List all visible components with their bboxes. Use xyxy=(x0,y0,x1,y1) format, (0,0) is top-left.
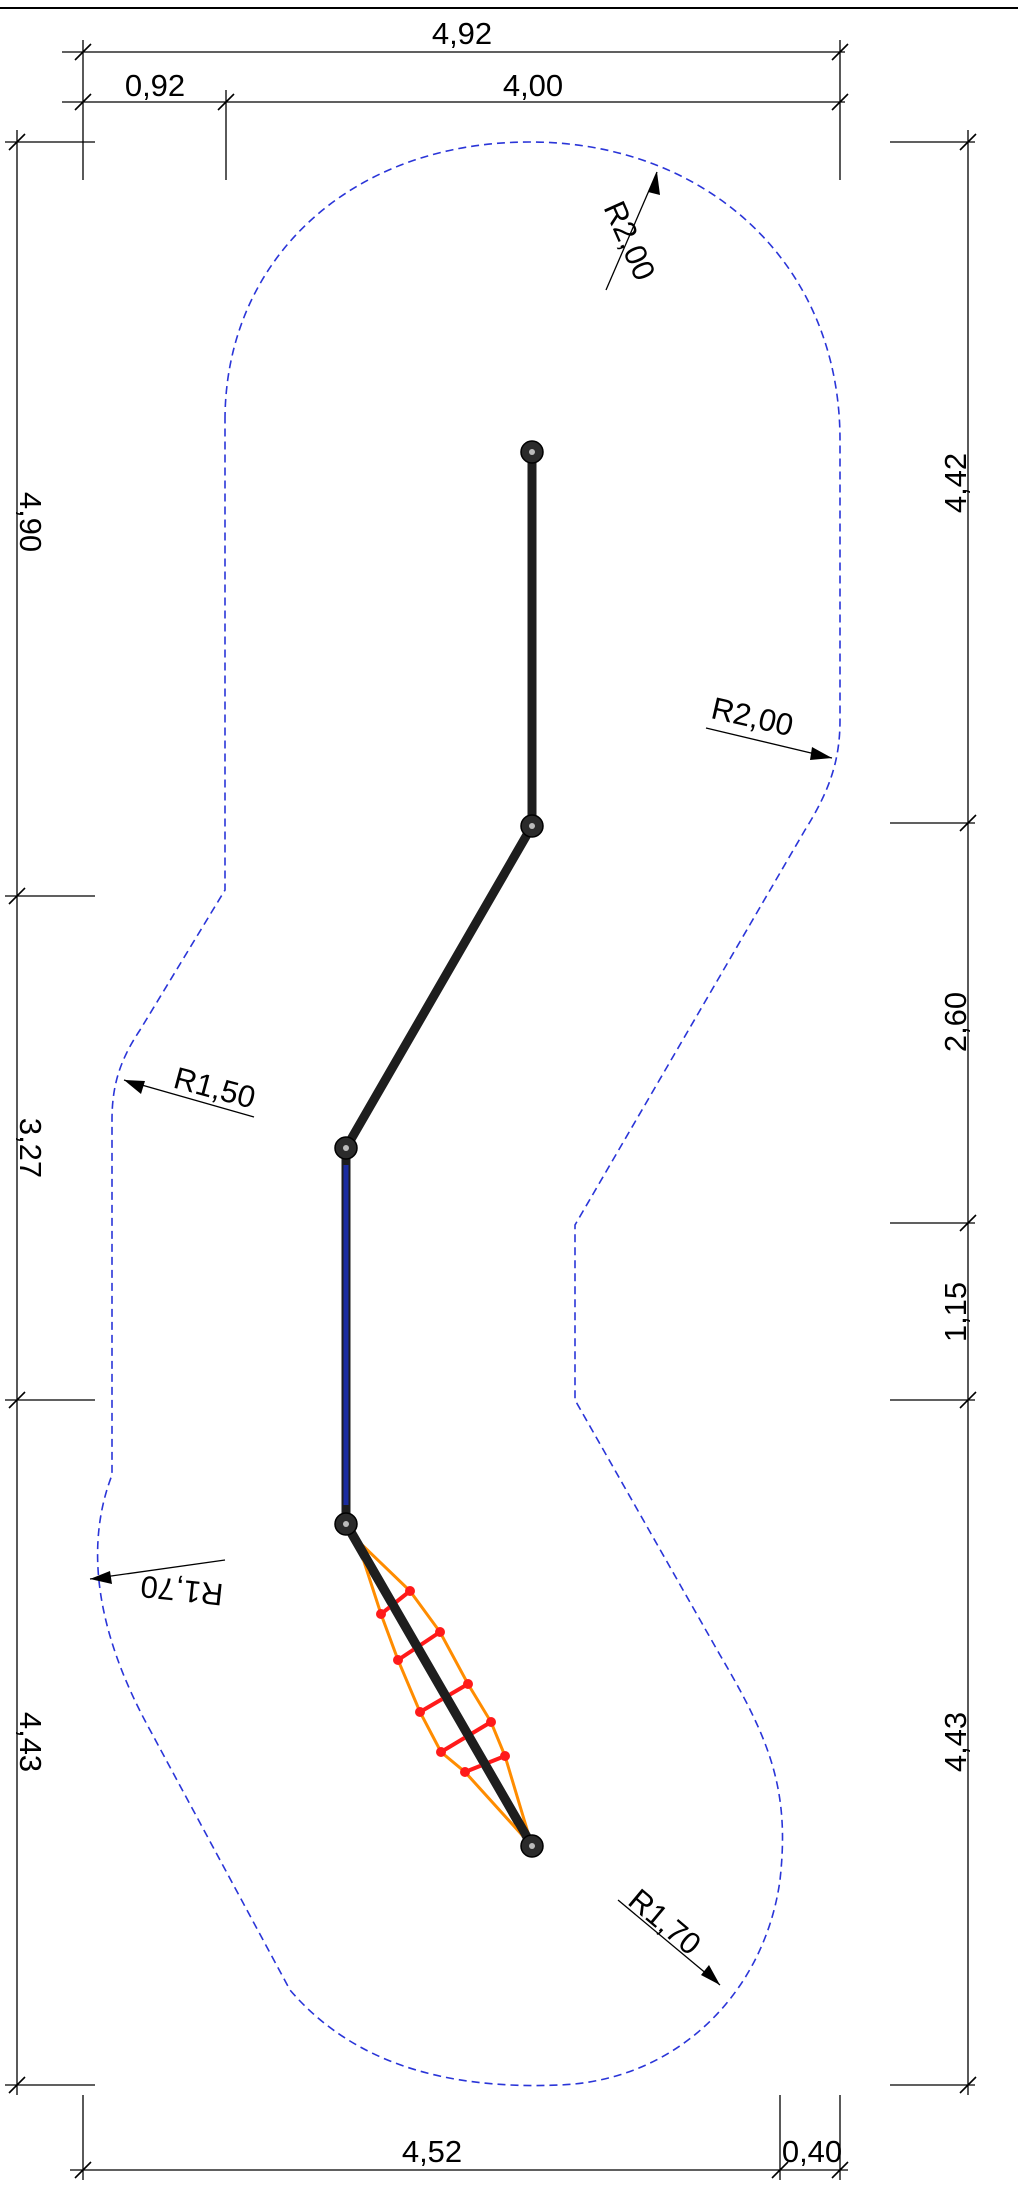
dim-top-total-label: 4,92 xyxy=(432,16,492,51)
dim-left-middle-label: 3,27 xyxy=(13,1118,48,1178)
radius-bottom-right-label: R1,70 xyxy=(622,1882,708,1962)
dim-top-left-label: 0,92 xyxy=(125,68,185,103)
radius-left-middle-label: R1,50 xyxy=(170,1060,259,1115)
beam-diagonal-upper xyxy=(341,821,537,1153)
radius-left-lower: R1,70 xyxy=(89,1559,226,1612)
radius-left-middle: R1,50 xyxy=(123,1060,259,1118)
dim-left-upper-label: 4,90 xyxy=(13,492,48,552)
radius-top-right-label: R2,00 xyxy=(597,196,663,286)
post-icon xyxy=(334,1512,358,1536)
dim-bottom-left-label: 4,52 xyxy=(402,2134,462,2169)
radius-top-right: R2,00 xyxy=(597,171,663,291)
post-icon xyxy=(520,440,544,464)
rope-net-icon xyxy=(355,1538,534,1848)
dim-right-middle-label: 2,60 xyxy=(938,992,973,1052)
dim-top-split: 0,92 4,00 xyxy=(62,68,849,180)
post-icon xyxy=(334,1136,358,1160)
beam-diagonal-lower-overlay xyxy=(345,1525,535,1847)
radius-bottom-right: R1,70 xyxy=(617,1882,721,1986)
dim-right-lower-label: 4,43 xyxy=(938,1712,973,1772)
dim-top-right-label: 4,00 xyxy=(503,68,563,103)
safety-zone-boundary xyxy=(96,141,841,2087)
radius-right-upper: R2,00 xyxy=(705,690,833,760)
dim-left: 4,90 3,27 4,43 xyxy=(5,130,95,2095)
dim-left-lower-label: 4,43 xyxy=(13,1712,48,1772)
dim-bottom-right-label: 0,40 xyxy=(782,2134,842,2169)
dim-right-upper-label: 4,42 xyxy=(938,453,973,513)
radius-right-upper-label: R2,00 xyxy=(708,690,796,743)
dim-right: 4,42 2,60 1,15 4,43 xyxy=(890,130,977,2095)
dim-bottom: 4,52 0,40 xyxy=(70,2095,849,2180)
post-icon xyxy=(520,814,544,838)
post-icon xyxy=(520,1834,544,1858)
dim-top-total: 4,92 xyxy=(62,16,849,180)
radius-left-lower-label: R1,70 xyxy=(139,1569,225,1612)
dim-right-small-label: 1,15 xyxy=(938,1282,973,1342)
